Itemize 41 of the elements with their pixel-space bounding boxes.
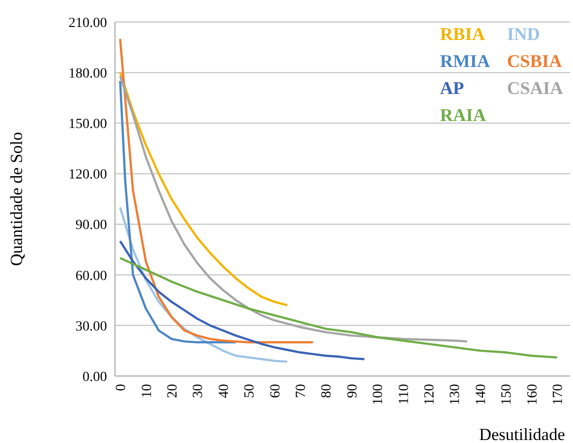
x-tick-label: 130 bbox=[448, 384, 464, 405]
x-tick-label: 0 bbox=[114, 384, 130, 391]
x-axis-title: Desutilidade bbox=[479, 425, 565, 443]
y-axis-title: Quantidade de Solo bbox=[7, 132, 26, 266]
x-tick-label: 60 bbox=[268, 384, 284, 398]
x-tick-label: 70 bbox=[294, 384, 309, 398]
x-tick-label: 120 bbox=[422, 384, 438, 405]
line-series bbox=[119, 240, 366, 360]
y-tick-label: 120.00 bbox=[68, 168, 107, 183]
x-tick-label: 140 bbox=[474, 384, 489, 405]
y-tick-label: 210.00 bbox=[68, 16, 107, 31]
text: IND bbox=[507, 24, 540, 44]
y-tick-label: 30.00 bbox=[76, 319, 107, 334]
y-tick-label: 0.00 bbox=[82, 370, 107, 385]
x-tick-label: 50 bbox=[242, 384, 258, 398]
y-tick-label: 90.00 bbox=[76, 218, 107, 234]
line-series bbox=[119, 71, 288, 306]
x-tick-label: 90 bbox=[345, 384, 360, 398]
x-tick-label: 150 bbox=[500, 384, 515, 405]
x-tick-label: 160 bbox=[525, 384, 540, 405]
y-tick-label: 180.00 bbox=[68, 66, 107, 82]
line-series bbox=[119, 38, 314, 344]
line-series bbox=[119, 80, 237, 344]
line-series bbox=[119, 256, 558, 359]
x-tick-label: 100 bbox=[371, 384, 386, 405]
text: RMIA bbox=[440, 51, 490, 71]
text: CSAIA bbox=[507, 78, 564, 98]
x-tick-label: 10 bbox=[140, 384, 155, 398]
text: RAIA bbox=[440, 105, 486, 125]
x-tick-label: 110 bbox=[396, 384, 412, 404]
text: RBIA bbox=[440, 24, 486, 44]
text: AP bbox=[440, 78, 464, 98]
x-tick-label: 30 bbox=[191, 384, 206, 398]
y-tick-label: 60.00 bbox=[76, 268, 107, 284]
x-tick-label: 80 bbox=[320, 384, 335, 398]
x-tick-label: 170 bbox=[551, 384, 566, 405]
text: CSBIA bbox=[507, 51, 562, 71]
x-tick-label: 20 bbox=[165, 384, 180, 398]
line-series bbox=[119, 206, 288, 363]
y-tick-label: 150.00 bbox=[68, 117, 107, 132]
x-tick-label: 40 bbox=[216, 384, 232, 398]
